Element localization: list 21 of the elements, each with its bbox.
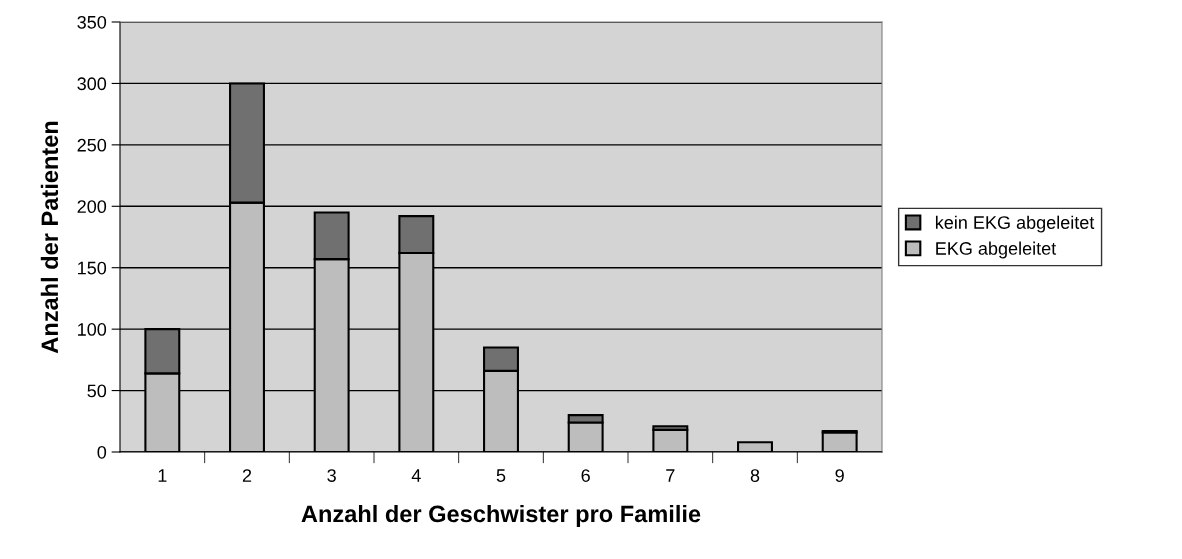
y-tick-label: 350 [77, 15, 107, 29]
legend-label: kein EKG abgeleitet [935, 215, 1095, 233]
y-tick-label: 300 [77, 77, 107, 91]
y-tick-label: 200 [77, 200, 107, 214]
x-tick-label: 5 [496, 469, 506, 482]
x-tick-label: 8 [750, 469, 760, 482]
x-tick-label: 3 [327, 469, 336, 482]
x-tick-label: 9 [835, 469, 844, 482]
y-tick-label: 0 [97, 445, 107, 459]
x-axis-title: Anzahl der Geschwister pro Familie [301, 504, 701, 527]
legend-label: EKG abgeleitet [936, 241, 1057, 259]
x-tick-label: 4 [411, 469, 421, 482]
y-tick-label: 100 [78, 323, 107, 336]
y-tick-label: 250 [77, 138, 107, 152]
x-tick-label: 1 [158, 469, 167, 482]
y-axis-title: Anzahl der Patienten [40, 121, 59, 354]
x-tick-label: 2 [242, 469, 252, 482]
x-tick-label: 6 [581, 469, 590, 482]
y-tick-label: 150 [78, 261, 107, 275]
x-tick-label: 7 [666, 469, 675, 482]
y-tick-label: 50 [87, 384, 107, 398]
